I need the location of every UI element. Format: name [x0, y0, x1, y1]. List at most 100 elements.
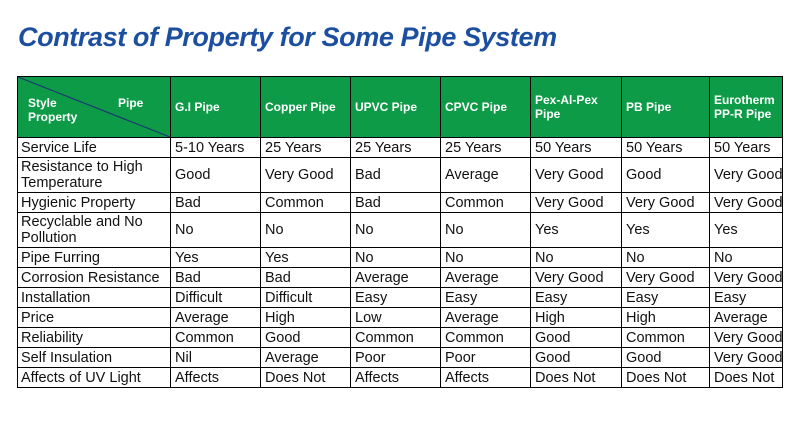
table-cell: Easy	[709, 287, 783, 308]
property-label: Service Life	[17, 137, 171, 158]
table-cell: No	[440, 212, 531, 248]
table-cell: No	[170, 212, 261, 248]
table-row: Price Average High Low Average High High Averag…	[17, 307, 783, 328]
property-label: Reliability	[17, 327, 171, 348]
property-label: Recyclable and No Pollution	[17, 212, 171, 248]
table-row: Service Life 5-10 Years 25 Years 25 Years 25…	[17, 137, 783, 158]
table-row: Recyclable and No Pollution No No No No Yes Ye…	[17, 212, 783, 248]
corner-property-label: Property	[28, 110, 78, 124]
table-cell: Average	[350, 267, 441, 288]
column-header-eurotherm: Eurotherm PP-R Pipe	[709, 76, 783, 138]
property-label: Price	[17, 307, 171, 328]
table-cell: No	[260, 212, 351, 248]
table-cell: Bad	[170, 267, 261, 288]
table-cell: Low	[350, 307, 441, 328]
table-row: Affects of UV Light Affects Does Not Affect…	[17, 367, 783, 388]
table-cell: Average	[260, 347, 351, 368]
table-cell: Common	[260, 192, 351, 213]
property-label: Pipe Furring	[17, 247, 171, 268]
table-cell: Very Good	[530, 267, 622, 288]
table-cell: No	[530, 247, 622, 268]
table-cell: Easy	[530, 287, 622, 308]
property-label: Corrosion Resistance	[17, 267, 171, 288]
table-cell: High	[260, 307, 351, 328]
table-cell: Common	[440, 192, 531, 213]
column-header-cpvc: CPVC Pipe	[440, 76, 531, 138]
header-row: Pipe Style Property G.I Pipe Copper Pipe…	[17, 76, 783, 138]
table-row: Installation Difficult Difficult Easy Easy Ea…	[17, 287, 783, 308]
table-row: Reliability Common Good Common Common Good Com…	[17, 327, 783, 348]
table-cell: No	[350, 247, 441, 268]
table-cell: Affects	[170, 367, 261, 388]
table-row: Hygienic Property Bad Common Bad Common Very …	[17, 192, 783, 213]
table-cell: Poor	[440, 347, 531, 368]
table-cell: Does Not	[709, 367, 783, 388]
table-cell: Very Good	[530, 192, 622, 213]
table-cell: 50 Years	[709, 137, 783, 158]
page-title: Contrast of Property for Some Pipe Syste…	[18, 22, 557, 52]
corner-pipe-label: Pipe	[118, 96, 144, 110]
table-cell: Affects	[440, 367, 531, 388]
table-cell: Difficult	[170, 287, 261, 308]
table-cell: No	[709, 247, 783, 268]
table-cell: Does Not	[621, 367, 710, 388]
table-cell: High	[530, 307, 622, 328]
table-row: Corrosion Resistance Bad Bad Average Average…	[17, 267, 783, 288]
table-cell: Good	[260, 327, 351, 348]
table-cell: Very Good	[530, 157, 622, 193]
property-label: Hygienic Property	[17, 192, 171, 213]
column-header-gi: G.I Pipe	[170, 76, 261, 138]
corner-diagonal-line	[18, 77, 170, 137]
corner-style-property-label: Style Property	[28, 96, 77, 124]
table-cell: Easy	[440, 287, 531, 308]
table-cell: Good	[530, 347, 622, 368]
table-cell: Average	[709, 307, 783, 328]
table-cell: 25 Years	[260, 137, 351, 158]
comparison-table: Pipe Style Property G.I Pipe Copper Pipe…	[17, 76, 783, 388]
table-cell: Very Good	[709, 192, 783, 213]
table-cell: Average	[440, 267, 531, 288]
table-cell: Average	[440, 157, 531, 193]
property-label: Self Insulation	[17, 347, 171, 368]
table-cell: Average	[170, 307, 261, 328]
table-cell: 50 Years	[621, 137, 710, 158]
table-row: Resistance to High Temperature Good Very G…	[17, 157, 783, 193]
table-cell: Affects	[350, 367, 441, 388]
table-cell: Average	[440, 307, 531, 328]
table-cell: Easy	[350, 287, 441, 308]
table-cell: Nil	[170, 347, 261, 368]
table-cell: Difficult	[260, 287, 351, 308]
table-cell: No	[440, 247, 531, 268]
table-cell: Bad	[350, 157, 441, 193]
table-cell: Very Good	[621, 267, 710, 288]
column-header-pb: PB Pipe	[621, 76, 710, 138]
table-cell: Bad	[350, 192, 441, 213]
table-cell: Yes	[709, 212, 783, 248]
table-cell: Easy	[621, 287, 710, 308]
property-label: Affects of UV Light	[17, 367, 171, 388]
table-cell: Very Good	[260, 157, 351, 193]
table-cell: Does Not	[260, 367, 351, 388]
table-cell: Common	[350, 327, 441, 348]
table-cell: 5-10 Years	[170, 137, 261, 158]
column-header-upvc: UPVC Pipe	[350, 76, 441, 138]
table-cell: Very Good	[709, 327, 783, 348]
table-cell: Good	[170, 157, 261, 193]
table-cell: High	[621, 307, 710, 328]
table-cell: Good	[530, 327, 622, 348]
table-cell: Good	[621, 347, 710, 368]
table-cell: Very Good	[709, 157, 783, 193]
table-cell: Yes	[170, 247, 261, 268]
table-cell: Bad	[170, 192, 261, 213]
table-cell: No	[621, 247, 710, 268]
table-cell: Very Good	[709, 267, 783, 288]
corner-header-cell: Pipe Style Property	[17, 76, 171, 138]
table-row: Pipe Furring Yes Yes No No No No No	[17, 247, 783, 268]
table-cell: Common	[621, 327, 710, 348]
table-cell: Poor	[350, 347, 441, 368]
property-label: Resistance to High Temperature	[17, 157, 171, 193]
table-cell: Very Good	[621, 192, 710, 213]
table-cell: Yes	[260, 247, 351, 268]
table-cell: Common	[440, 327, 531, 348]
table-row: Self Insulation Nil Average Poor Poor Good Goo…	[17, 347, 783, 368]
